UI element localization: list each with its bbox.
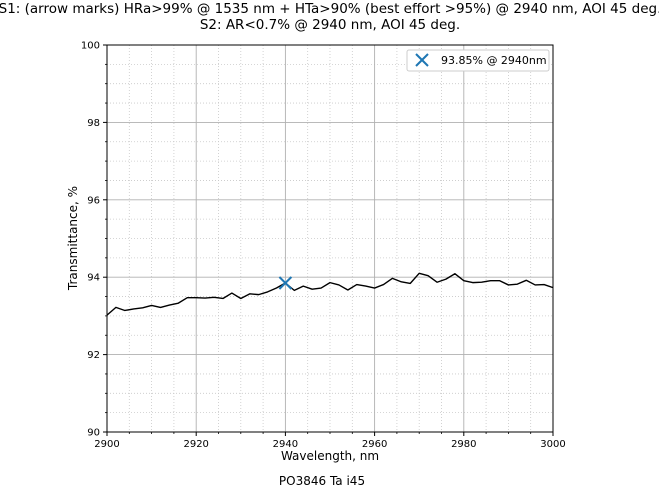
chart-title-line1: S1: (arrow marks) HRa>99% @ 1535 nm + HT… [0,1,659,17]
x-tick-label: 2920 [183,439,208,450]
footer-label: PO3846 Ta i45 [279,474,365,488]
x-tick-label: 2900 [94,439,119,450]
x-tick-label: 3000 [540,439,565,450]
x-axis-label: Wavelength, nm [281,449,379,463]
legend-box [406,49,550,72]
y-tick-label: 100 [81,41,100,52]
series-layer [106,272,554,316]
chart-title-line2: S2: AR<0.7% @ 2940 nm, AOI 45 deg. [200,17,460,33]
point-marker-x-icon [278,276,293,290]
plot-frame [106,44,554,433]
legend: 93.85% @ 2940nm [406,49,550,72]
y-axis-label: Transmittance, % [66,186,80,291]
y-tick-label: 96 [87,195,100,206]
y-tick-label: 92 [87,350,100,361]
x-tick-label: 2940 [273,439,298,450]
transmittance-series-line [106,272,554,316]
legend-marker-icon [415,53,429,67]
axis-ticks: 2900 2920 2940 2960 2980 3000 90 92 94 96 98 100 [81,41,566,451]
x-tick-label: 2960 [362,439,387,450]
y-tick-label: 90 [87,428,100,439]
y-tick-label: 98 [87,118,100,129]
legend-label: 93.85% @ 2940nm [441,54,547,67]
legend-x-icon [415,53,429,67]
grid [106,44,554,433]
x-tick-label: 2980 [451,439,476,450]
y-tick-label: 94 [87,273,100,284]
marker-layer [278,276,293,290]
